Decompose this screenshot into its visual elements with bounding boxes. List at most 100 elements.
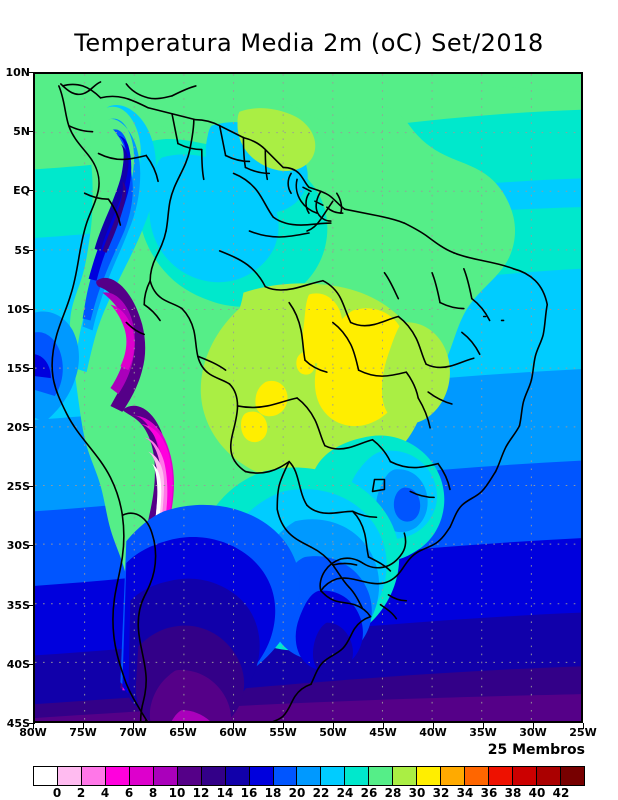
colorbar-tick-label: 10 (168, 786, 186, 800)
latitude-tick (29, 72, 35, 73)
colorbar-swatch (345, 767, 370, 785)
latitude-tick (29, 604, 35, 606)
colorbar-swatch (321, 767, 346, 785)
colorbar-tick-label: 16 (240, 786, 258, 800)
colorbar-swatch (201, 767, 226, 785)
latitude-tick (29, 427, 35, 429)
page-title: Temperatura Media 2m (oC) Set/2018 (74, 29, 544, 57)
colorbar-swatch (489, 767, 514, 785)
longitude-tick-label: 55W (269, 726, 297, 739)
colorbar-tick-label: 22 (312, 786, 330, 800)
latitude-tick-label: EQ (13, 184, 30, 198)
latitude-tick-label: 5S (14, 243, 30, 257)
longitude-tick (383, 723, 384, 729)
longitude-tick-label: 75W (69, 726, 97, 739)
colorbar-tick-label: 20 (288, 786, 306, 800)
temperature-contour-map (35, 74, 581, 721)
colorbar-tick-label: 34 (456, 786, 474, 800)
latitude-tick-label: 35S (6, 598, 30, 612)
colorbar-swatch (81, 767, 106, 785)
colorbar-tick-label: 12 (192, 786, 210, 800)
colorbar-swatch (560, 767, 584, 785)
longitude-tick-label: 40W (419, 726, 447, 739)
latitude-tick (29, 308, 35, 310)
colorbar-swatch (465, 767, 490, 785)
latitude-tick-label: 25S (6, 480, 30, 494)
latitude-tick-label: 15S (6, 361, 30, 375)
latitude-tick (29, 190, 35, 192)
colorbar-tick-label: 4 (100, 786, 110, 800)
colorbar-tick-label: 42 (552, 786, 570, 800)
longitude-tick (133, 723, 134, 729)
colorbar-tick-label: 24 (336, 786, 354, 800)
colorbar-tick-label: 36 (480, 786, 498, 800)
colorbar-swatch (57, 767, 82, 785)
colorbar-swatch (105, 767, 130, 785)
latitude-tick (29, 723, 35, 724)
colorbar-swatch (369, 767, 394, 785)
longitude-tick (583, 723, 584, 729)
latitude-tick-label: 5N (13, 125, 30, 139)
colorbar-tick-label: 28 (384, 786, 402, 800)
colorbar-tick-label: 0 (52, 786, 62, 800)
colorbar-swatch (177, 767, 202, 785)
colorbar-tick-label: 8 (148, 786, 158, 800)
colorbar-swatch (417, 767, 442, 785)
latitude-tick (29, 131, 35, 133)
longitude-tick-label: 25W (569, 726, 597, 739)
longitude-tick-label: 30W (519, 726, 547, 739)
colorbar-tick-label: 32 (432, 786, 450, 800)
longitude-tick (533, 723, 534, 729)
latitude-tick-label: 20S (6, 421, 30, 435)
ensemble-members-label: 25 Membros (487, 742, 585, 758)
colorbar-swatch (393, 767, 418, 785)
longitude-tick-label: 70W (119, 726, 147, 739)
colorbar-swatch (273, 767, 298, 785)
longitude-tick-label: 80W (19, 726, 47, 739)
longitude-tick-label: 65W (169, 726, 197, 739)
colorbar-swatch (249, 767, 274, 785)
colorbar-tick-label: 18 (264, 786, 282, 800)
colorbar-tick-label: 40 (528, 786, 546, 800)
longitude-tick (183, 723, 184, 729)
latitude-tick (29, 367, 35, 369)
longitude-tick-label: 60W (219, 726, 247, 739)
colorbar-swatch (153, 767, 178, 785)
latitude-tick (29, 486, 35, 488)
colorbar (33, 766, 585, 786)
colorbar-swatch (441, 767, 466, 785)
latitude-tick-label: 30S (6, 539, 30, 553)
latitude-tick (29, 249, 35, 251)
latitude-tick (29, 663, 35, 665)
longitude-tick (433, 723, 434, 729)
colorbar-swatch (537, 767, 561, 785)
colorbar-swatch (297, 767, 322, 785)
longitude-tick (233, 723, 234, 729)
longitude-tick (33, 723, 34, 729)
colorbar-swatch (34, 767, 58, 785)
latitude-tick-label: 10S (6, 302, 30, 316)
longitude-tick-label: 45W (369, 726, 397, 739)
longitude-tick-label: 35W (469, 726, 497, 739)
longitude-tick (283, 723, 284, 729)
colorbar-tick-label: 14 (216, 786, 234, 800)
map-plot-area (33, 72, 583, 723)
colorbar-swatch (225, 767, 250, 785)
latitude-tick-label: 45S (6, 717, 30, 730)
colorbar-swatch (129, 767, 154, 785)
latitude-tick (29, 545, 35, 547)
longitude-tick (83, 723, 84, 729)
latitude-tick-label: 40S (6, 657, 30, 671)
longitude-axis: 80W 75W 70W 65W 60W 55W 50W 45W 40W 35W 30W 25W (0, 726, 618, 742)
longitude-tick-label: 50W (319, 726, 347, 739)
colorbar-tick-label: 30 (408, 786, 426, 800)
colorbar-swatch (513, 767, 538, 785)
colorbar-tick-label: 6 (124, 786, 134, 800)
colorbar-tick-label: 2 (76, 786, 86, 800)
colorbar-tick-label: 38 (504, 786, 522, 800)
latitude-axis: 10N 5N EQ 5S 10S 15S 20S 25S 30S 35S 40S 45S (0, 66, 30, 730)
longitude-tick (483, 723, 484, 729)
latitude-tick-label: 10N (5, 66, 30, 79)
longitude-tick (333, 723, 334, 729)
